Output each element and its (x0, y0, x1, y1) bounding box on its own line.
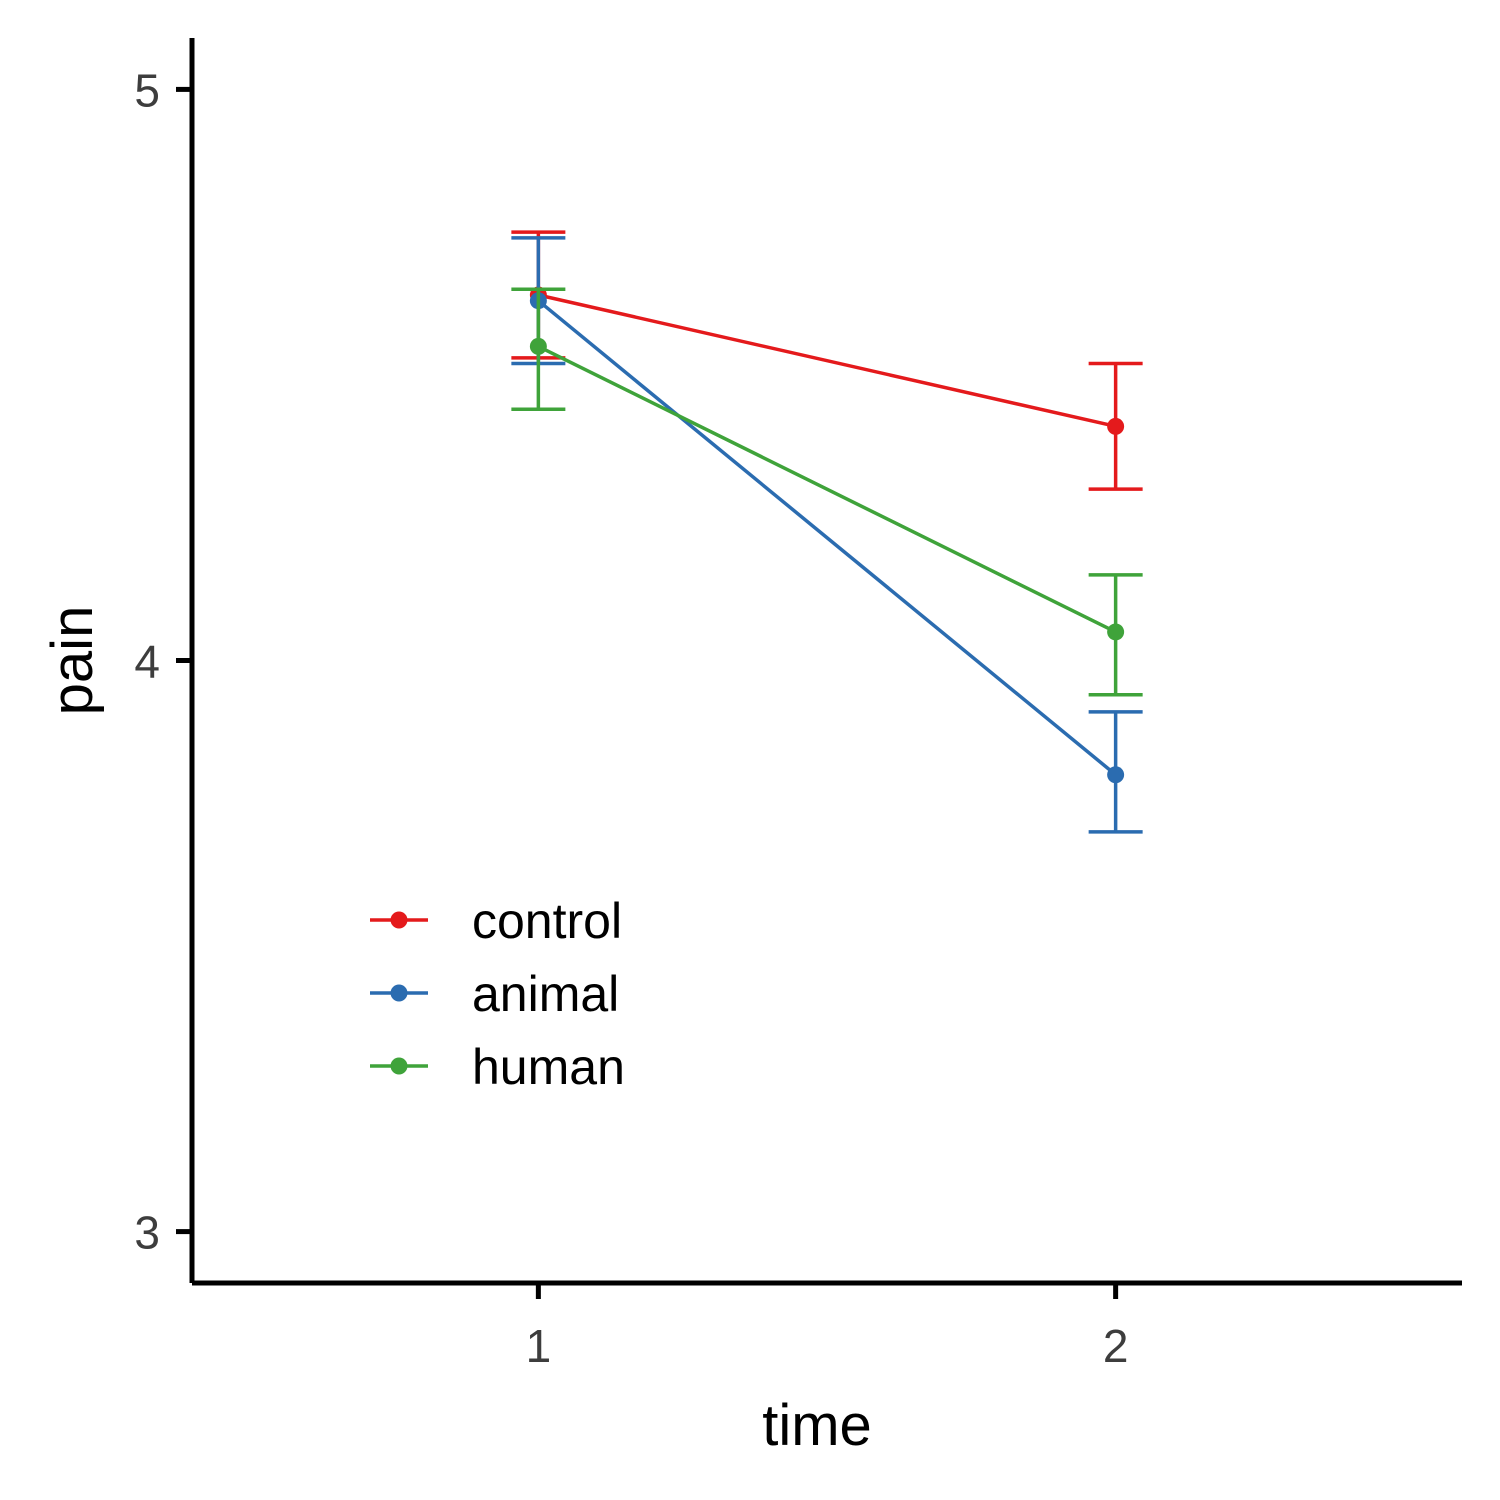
series-control (511, 230, 1143, 491)
legend-key-point (390, 1057, 408, 1075)
legend-label: human (472, 1039, 625, 1095)
data-point-human (529, 337, 547, 355)
legend-key-point (390, 911, 408, 929)
legend-label: control (472, 893, 622, 949)
series-line-human (537, 344, 1117, 634)
legend-key-point (390, 984, 408, 1002)
series-animal (511, 236, 1143, 834)
legend: control animal human (370, 893, 625, 1095)
data-point-control (1107, 417, 1125, 435)
data-point-animal (1107, 766, 1125, 784)
series-line-animal (537, 299, 1117, 777)
series-line-control (537, 293, 1117, 429)
legend-label: animal (472, 966, 619, 1022)
y-tick-label: 3 (134, 1207, 160, 1259)
x-axis-title: time (762, 1393, 872, 1458)
y-tick-label: 4 (134, 636, 160, 688)
legend-item-animal: animal (370, 966, 619, 1022)
legend-item-control: control (370, 893, 622, 949)
axes-layer (189, 38, 1462, 1286)
x-tick-label: 1 (526, 1320, 552, 1372)
y-tick-label: 5 (134, 64, 160, 116)
ticks-layer: 3 4 5 1 2 (134, 64, 1128, 1372)
y-axis-title: pain (40, 606, 105, 716)
series-layer (511, 230, 1143, 834)
x-tick-label: 2 (1103, 1320, 1129, 1372)
legend-item-human: human (370, 1039, 625, 1095)
series-human (511, 287, 1143, 697)
data-point-human (1107, 623, 1125, 641)
